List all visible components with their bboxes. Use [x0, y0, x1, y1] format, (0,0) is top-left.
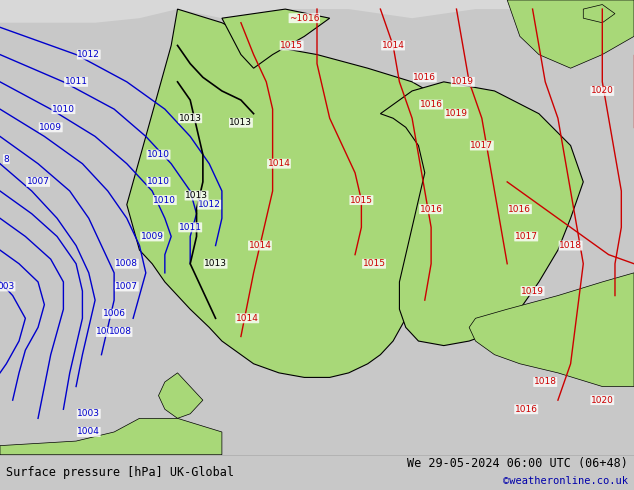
Text: 1018: 1018	[559, 241, 582, 250]
Text: 1012: 1012	[198, 200, 221, 209]
Text: 1008: 1008	[115, 259, 138, 268]
Text: 1014: 1014	[268, 159, 290, 168]
Text: 1011: 1011	[179, 223, 202, 232]
Text: 1007: 1007	[27, 177, 49, 186]
Text: 1004: 1004	[77, 427, 100, 437]
Text: 1014: 1014	[236, 314, 259, 323]
Polygon shape	[0, 0, 139, 455]
Text: 1009: 1009	[39, 123, 62, 132]
Text: ~1016: ~1016	[289, 14, 320, 23]
Text: We 29-05-2024 06:00 UTC (06+48): We 29-05-2024 06:00 UTC (06+48)	[407, 457, 628, 470]
Text: 1011: 1011	[65, 77, 87, 86]
Text: 1014: 1014	[382, 41, 404, 50]
Text: 1013: 1013	[179, 114, 202, 122]
Text: 1016: 1016	[420, 100, 443, 109]
Text: ©weatheronline.co.uk: ©weatheronline.co.uk	[503, 476, 628, 486]
Text: 1008: 1008	[109, 327, 132, 337]
Text: 1010: 1010	[153, 196, 176, 205]
Text: 1006: 1006	[103, 309, 126, 318]
Text: 1017: 1017	[515, 232, 538, 241]
Text: 1013: 1013	[185, 191, 208, 200]
Text: 1005: 1005	[96, 327, 119, 337]
Text: 1017: 1017	[470, 141, 493, 150]
Text: Surface pressure [hPa] UK-Global: Surface pressure [hPa] UK-Global	[6, 466, 235, 479]
Polygon shape	[158, 373, 203, 418]
Text: 1014: 1014	[249, 241, 271, 250]
Text: 1016: 1016	[515, 405, 538, 414]
Text: 1013: 1013	[230, 118, 252, 127]
Text: 1016: 1016	[413, 73, 436, 82]
Text: 1020: 1020	[591, 395, 614, 405]
Polygon shape	[583, 4, 615, 23]
Text: 1015: 1015	[363, 259, 385, 268]
Text: 1018: 1018	[534, 377, 557, 387]
Polygon shape	[507, 0, 634, 68]
Text: 1012: 1012	[77, 50, 100, 59]
Text: 8: 8	[3, 155, 10, 164]
Text: 1020: 1020	[591, 86, 614, 96]
Polygon shape	[222, 9, 330, 68]
Polygon shape	[0, 0, 634, 23]
Text: 1016: 1016	[420, 205, 443, 214]
Text: 1015: 1015	[280, 41, 303, 50]
Text: 1009: 1009	[141, 232, 164, 241]
Text: 1010: 1010	[147, 150, 170, 159]
Text: 1019: 1019	[445, 109, 468, 118]
Text: 1003: 1003	[77, 409, 100, 418]
Text: 1010: 1010	[147, 177, 170, 186]
Text: 1016: 1016	[508, 205, 531, 214]
Text: 1013: 1013	[204, 259, 227, 268]
Text: 1007: 1007	[115, 282, 138, 291]
Text: 1010: 1010	[52, 105, 75, 114]
Polygon shape	[469, 273, 634, 387]
Polygon shape	[0, 418, 222, 455]
Text: 1019: 1019	[451, 77, 474, 86]
Text: 1015: 1015	[350, 196, 373, 205]
Polygon shape	[380, 82, 583, 345]
Polygon shape	[127, 9, 463, 377]
Text: 003: 003	[0, 282, 15, 291]
Text: 1019: 1019	[521, 287, 544, 295]
